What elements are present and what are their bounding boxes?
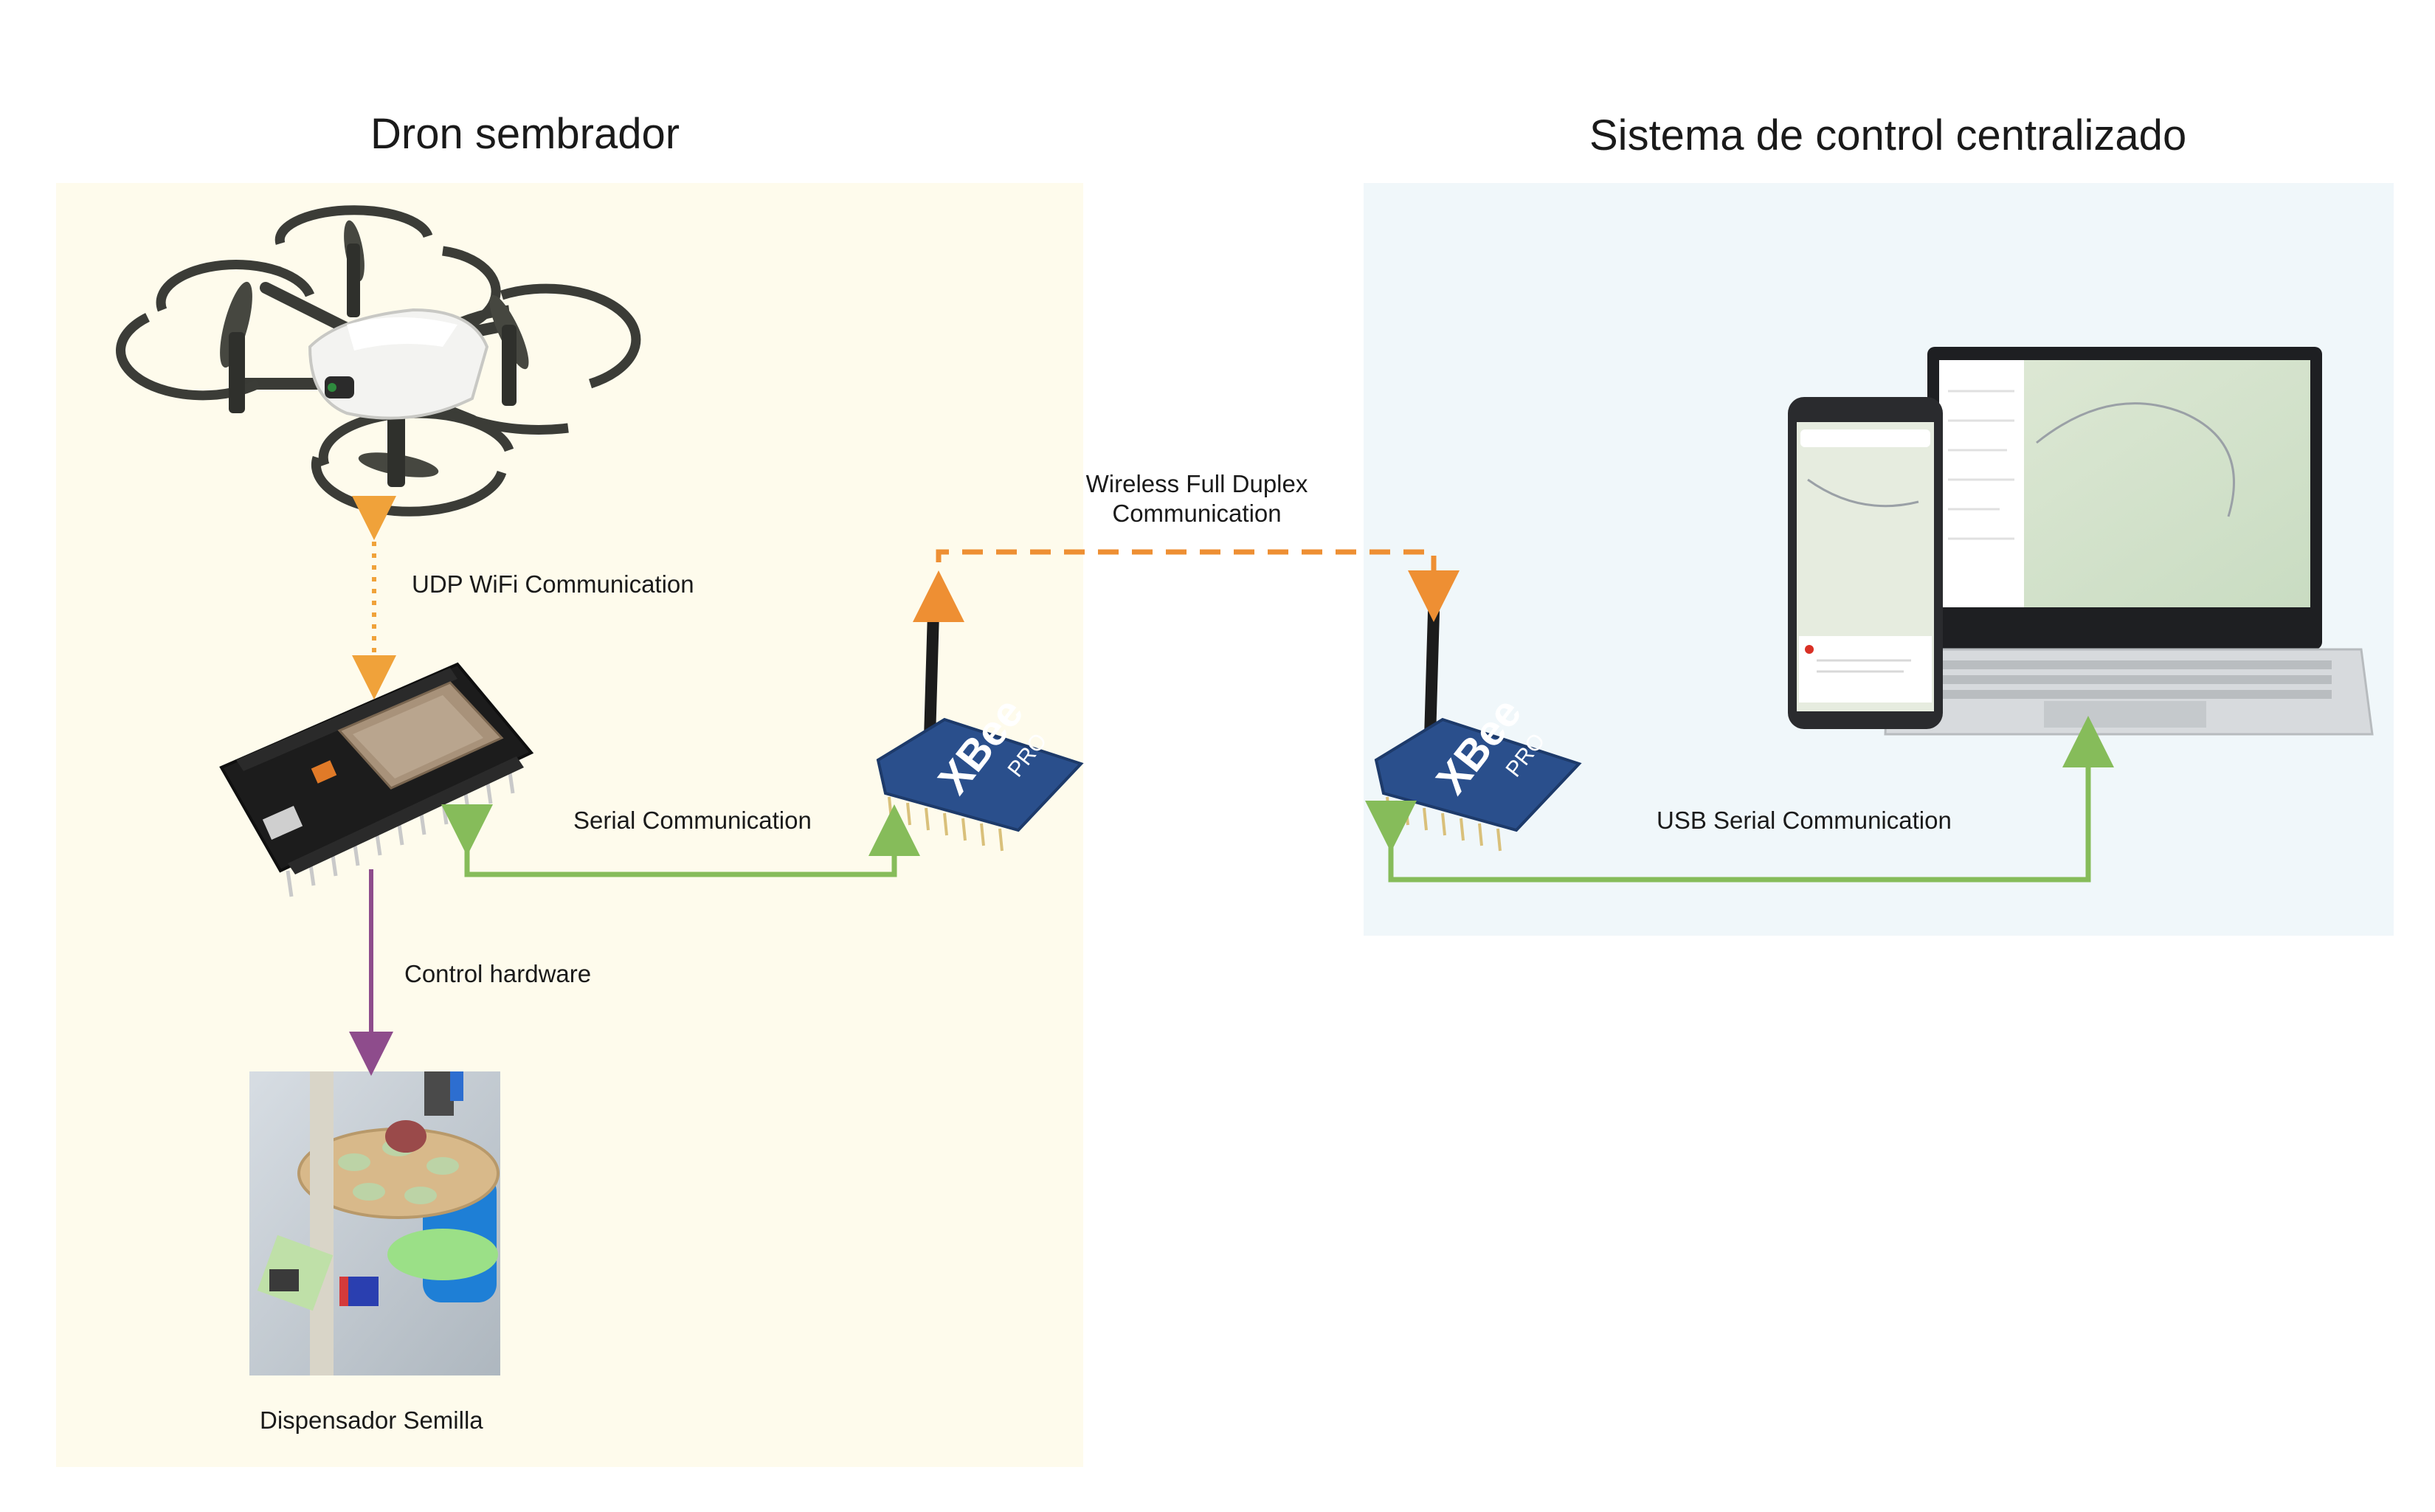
label-wireless-line1: Wireless Full Duplex [1085,470,1308,497]
label-seed-dispenser: Dispensador Semilla [260,1406,483,1434]
label-wireless-full-duplex: Wireless Full Duplex Communication [1079,469,1315,528]
drone-image [116,205,641,517]
seed-dispenser-image [249,1071,500,1375]
label-usb-serial-communication: USB Serial Communication [1657,807,1952,834]
label-udp-wifi: UDP WiFi Communication [412,570,694,598]
wireless-full-duplex-arrow [913,549,1460,622]
title-drone: Dron sembrador [370,110,680,158]
xbee-left-image: XBee PRO [876,607,1084,852]
usb-serial-communication-arrow [1365,716,2114,883]
xbee-right-image: XBee PRO [1374,607,1582,852]
label-wireless-line2: Communication [1112,500,1282,527]
title-control-system: Sistema de control centralizado [1589,111,2187,159]
label-control-hardware: Control hardware [404,960,592,987]
label-serial-communication: Serial Communication [573,807,812,834]
phone-image [1788,397,1943,729]
esp32-board-image [219,662,534,897]
laptop-image [1884,347,2374,736]
serial-communication-arrow [441,804,920,877]
